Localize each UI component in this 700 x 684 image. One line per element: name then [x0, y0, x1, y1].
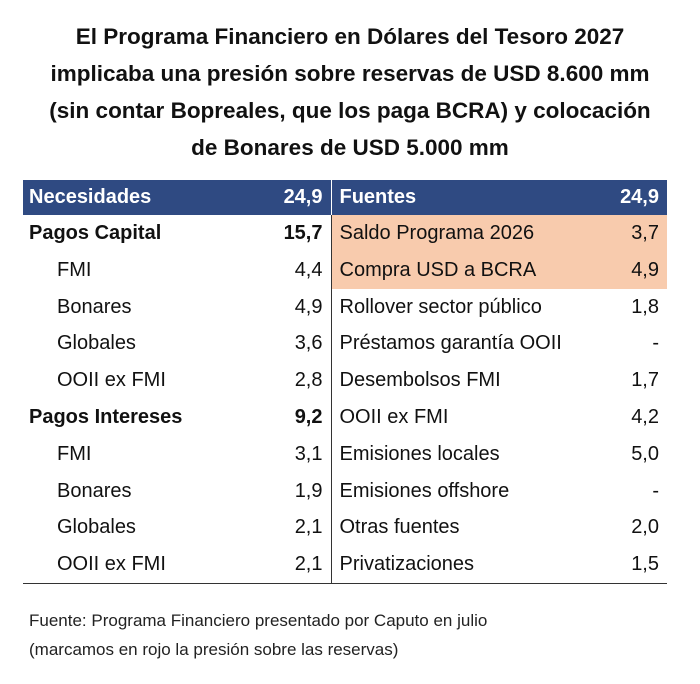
- needs-value: 2,8: [294, 369, 323, 392]
- table-row: Pagos Capital 15,7 Saldo Programa 2026 3…: [23, 215, 667, 252]
- source-note: Fuente: Programa Financiero presentado p…: [29, 606, 487, 664]
- sources-label: Saldo Programa 2026: [330, 215, 591, 252]
- sources-value: 5,0: [631, 442, 659, 465]
- sources-value: 2,0: [631, 516, 659, 539]
- table-row: OOII ex FMI 2,8 Desembolsos FMI 1,7: [23, 362, 667, 399]
- needs-label: Pagos Intereses: [29, 405, 183, 428]
- needs-label: FMI: [57, 442, 92, 465]
- sources-header-label: Fuentes: [330, 180, 591, 215]
- title-line: de Bonares de USD 5.000 mm: [191, 135, 509, 160]
- needs-label: Bonares: [57, 295, 132, 318]
- table-row: Globales 3,6 Préstamos garantía OOII -: [23, 325, 667, 363]
- table-row: Globales 2,1 Otras fuentes 2,0: [23, 509, 667, 547]
- note-line: (marcamos en rojo la presión sobre las r…: [29, 640, 399, 659]
- needs-value: 3,1: [294, 442, 323, 465]
- sources-value: -: [652, 332, 659, 355]
- sources-value: 1,8: [631, 295, 659, 318]
- title-line: El Programa Financiero en Dólares del Te…: [75, 24, 625, 49]
- sources-label: Emisiones locales: [330, 435, 591, 473]
- note-line: Fuente: Programa Financiero presentado p…: [29, 611, 488, 630]
- needs-value: 9,2: [294, 405, 323, 428]
- needs-value: 1,9: [294, 479, 323, 502]
- sources-label: Compra USD a BCRA: [330, 251, 591, 289]
- sources-value: 1,5: [591, 546, 667, 584]
- title-line: implicaba una presión sobre reservas de …: [50, 61, 650, 86]
- sources-label: Emisiones offshore: [330, 472, 591, 510]
- needs-value: 3,6: [294, 332, 323, 355]
- table-row: Bonares 1,9 Emisiones offshore -: [23, 472, 667, 510]
- needs-header-total: 24,9: [223, 180, 331, 215]
- table-row: FMI 4,4 Compra USD a BCRA 4,9: [23, 251, 667, 289]
- needs-label: Globales: [57, 332, 136, 355]
- needs-label: OOII ex FMI: [57, 369, 166, 392]
- chart-title: El Programa Financiero en Dólares del Te…: [0, 18, 700, 166]
- sources-value: 3,7: [591, 215, 667, 252]
- table-row: FMI 3,1 Emisiones locales 5,0: [23, 435, 667, 473]
- sources-label: Otras fuentes: [330, 509, 591, 547]
- sources-value: 4,9: [591, 251, 667, 289]
- title-line: (sin contar Bopreales, que los paga BCRA…: [49, 98, 651, 123]
- sources-label: OOII ex FMI: [330, 398, 591, 436]
- sources-value: -: [652, 479, 659, 502]
- needs-value: 2,1: [223, 546, 331, 584]
- needs-header-label: Necesidades: [23, 180, 223, 215]
- sources-label: Desembolsos FMI: [330, 362, 591, 399]
- needs-value: 2,1: [294, 516, 323, 539]
- table-row: Bonares 4,9 Rollover sector público 1,8: [23, 288, 667, 326]
- needs-label: Pagos Capital: [29, 222, 162, 244]
- sources-header-total: 24,9: [591, 180, 667, 215]
- table-row: Pagos Intereses 9,2 OOII ex FMI 4,2: [23, 398, 667, 436]
- needs-value: 4,4: [294, 258, 323, 281]
- table-row: OOII ex FMI 2,1 Privatizaciones 1,5: [23, 546, 667, 584]
- financing-table: Necesidades 24,9 Fuentes 24,9 Pagos Capi…: [23, 180, 667, 584]
- table-header-row: Necesidades 24,9 Fuentes 24,9: [23, 180, 667, 215]
- sources-value: 1,7: [631, 369, 659, 392]
- sources-label: Privatizaciones: [330, 546, 591, 584]
- needs-value: 4,9: [294, 295, 323, 318]
- sources-label: Préstamos garantía OOII: [330, 325, 591, 363]
- sources-label: Rollover sector público: [330, 288, 591, 326]
- needs-label: Globales: [57, 516, 136, 539]
- needs-value: 15,7: [283, 222, 323, 244]
- needs-label: Bonares: [57, 479, 132, 502]
- needs-label: OOII ex FMI: [23, 546, 223, 584]
- sources-value: 4,2: [631, 405, 659, 428]
- needs-label: FMI: [57, 258, 92, 281]
